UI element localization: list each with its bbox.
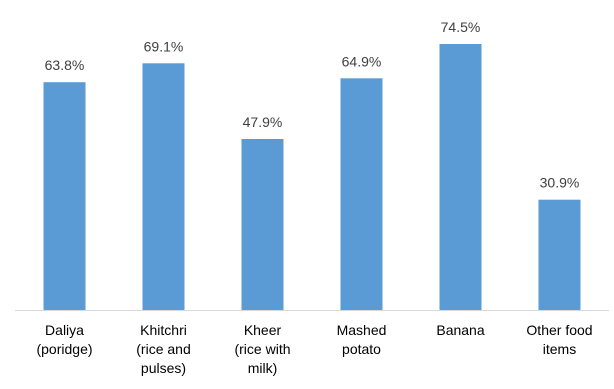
data-label-6: 30.9% xyxy=(540,175,580,191)
bar-5 xyxy=(439,44,482,310)
category-label-line: Other food xyxy=(526,322,592,338)
data-label-1: 63.8% xyxy=(45,57,85,73)
category-label-1: Daliya (poridge) xyxy=(36,322,92,357)
category-label-4: Mashed potato xyxy=(337,322,387,357)
category-label-2: Khitchri (rice and pulses) xyxy=(136,322,190,376)
category-label-line: (rice with xyxy=(234,341,290,357)
bar-6 xyxy=(538,199,581,310)
category-label-line: Mashed xyxy=(337,322,387,338)
category-label-line: (rice and xyxy=(136,341,190,357)
category-label-line: Kheer xyxy=(244,322,282,338)
category-labels-layer: Daliya (poridge)Khitchri (rice and pulses)K… xyxy=(36,322,592,376)
data-labels-layer: 63.8% 69.1% 47.9% 64.9% 74.5% 30.9% xyxy=(45,19,580,191)
category-label-3: Kheer (rice with milk) xyxy=(234,322,290,376)
category-label-line: items xyxy=(543,341,576,357)
bar-2 xyxy=(142,63,185,310)
bar-1 xyxy=(43,82,86,310)
bar-3 xyxy=(241,139,284,310)
data-label-3: 47.9% xyxy=(243,114,283,130)
data-label-2: 69.1% xyxy=(144,38,184,54)
category-label-line: (poridge) xyxy=(36,341,92,357)
category-label-line: Daliya xyxy=(45,322,84,338)
category-label-line: potato xyxy=(342,341,381,357)
category-label-line: Khitchri xyxy=(140,322,187,338)
category-label-5: Banana xyxy=(436,322,484,338)
category-label-6: Other food items xyxy=(526,322,592,357)
data-label-4: 64.9% xyxy=(342,53,382,69)
category-label-line: pulses) xyxy=(141,360,186,376)
data-label-5: 74.5% xyxy=(441,19,481,35)
bars-layer xyxy=(43,44,581,310)
category-label-line: milk) xyxy=(248,360,278,376)
category-label-line: Banana xyxy=(436,322,484,338)
bar-4 xyxy=(340,78,383,310)
